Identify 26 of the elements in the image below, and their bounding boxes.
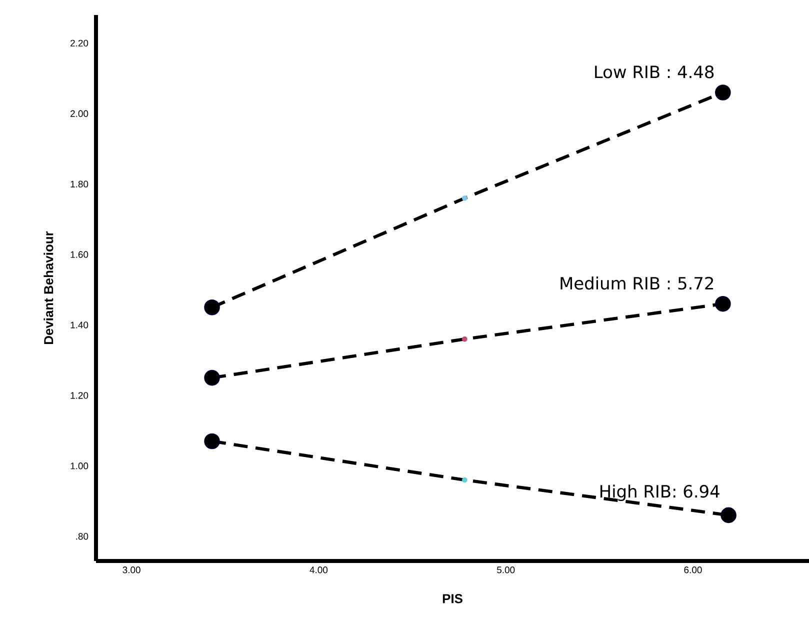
y-tick-label: 2.20 — [70, 40, 88, 47]
y-tick-label: 1.20 — [70, 392, 88, 399]
x-tick-label: 5.00 — [497, 566, 515, 574]
y-tick-label: 1.00 — [70, 462, 88, 470]
series-label: High RIB: 6.94 — [600, 484, 720, 501]
point — [462, 195, 468, 201]
y-tick-label: 1.80 — [70, 180, 88, 188]
y-tick-label: .80 — [76, 532, 88, 540]
y-tick-label: 1.40 — [70, 322, 88, 328]
point — [715, 84, 731, 100]
point — [720, 507, 736, 524]
series-label: Medium RIB : 5.72 — [560, 276, 714, 290]
point — [715, 296, 731, 312]
x-axis-title: PIS — [442, 594, 462, 604]
x-tick-label: 3.00 — [122, 566, 140, 574]
point — [462, 336, 468, 342]
y-tick-label: 1.60 — [70, 251, 88, 258]
point — [204, 370, 220, 386]
point — [462, 477, 468, 483]
x-tick-label: 6.00 — [684, 566, 702, 574]
point — [204, 433, 220, 450]
y-axis-title: Deviant Behaviour — [44, 231, 54, 344]
point — [204, 299, 220, 316]
y-tick-label: 2.00 — [70, 110, 88, 117]
x-tick-label: 4.00 — [310, 566, 328, 574]
series-label: Low RIB : 4.48 — [595, 65, 714, 78]
